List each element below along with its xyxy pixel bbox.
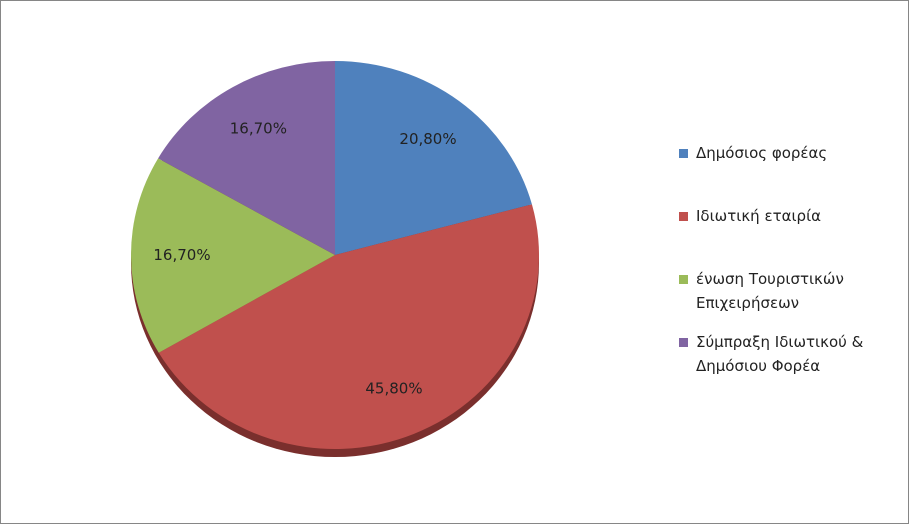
legend-label: Ιδιωτική εταιρία	[696, 207, 822, 225]
legend-item: Δημόσιος φορέας	[679, 141, 906, 165]
legend-swatch	[679, 149, 688, 158]
legend-label: ένωση Τουριστικών Επιχειρήσεων	[696, 270, 844, 312]
pie-slice	[335, 61, 532, 255]
legend-swatch	[679, 338, 688, 347]
legend-swatch	[679, 275, 688, 284]
legend-label: Δημόσιος φορέας	[696, 144, 828, 162]
legend-swatch	[679, 212, 688, 221]
data-label: 20,80%	[399, 130, 456, 148]
data-label: 16,70%	[230, 120, 287, 138]
pie-slice	[158, 204, 539, 449]
legend-item: ένωση Τουριστικών Επιχειρήσεων	[679, 267, 906, 315]
legend-item: Σύμπραξη Ιδιωτικού & Δημόσιου Φορέα	[679, 330, 906, 378]
data-label: 16,70%	[153, 246, 210, 264]
pie-slice	[158, 61, 335, 255]
pie-slice	[131, 158, 335, 353]
data-label: 45,80%	[365, 380, 422, 398]
legend-label: Σύμπραξη Ιδιωτικού & Δημόσιου Φορέα	[696, 333, 864, 375]
legend-item: Ιδιωτική εταιρία	[679, 204, 906, 228]
